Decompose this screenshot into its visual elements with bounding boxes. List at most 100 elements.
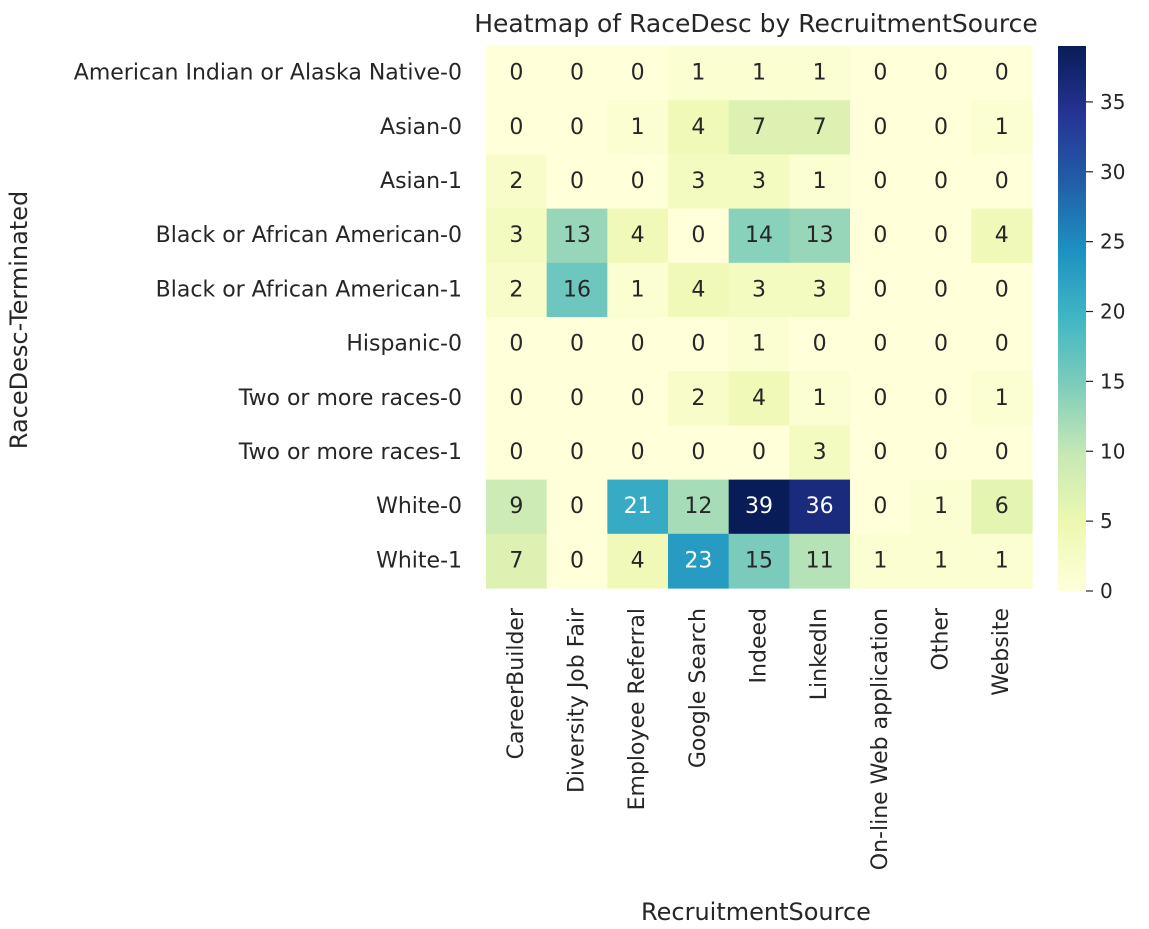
heatmap-cell bbox=[728, 46, 790, 101]
cell-value-label: 0 bbox=[995, 440, 1009, 465]
cell-value-label: 0 bbox=[995, 277, 1009, 302]
heatmap-cell bbox=[668, 425, 730, 481]
cell-value-labels: 0 0 0 1 1 1 0 0 00 0 1 4 7 7 0 0 12 0 0 3 3 1 0 0 03 13 4 0 14 13 0 0 42… bbox=[509, 61, 1008, 574]
cell-value-label: 6 bbox=[995, 494, 1009, 519]
colorbar-gradient bbox=[1058, 46, 1086, 591]
cell-value-label: 1 bbox=[934, 548, 948, 573]
cell-value-label: 2 bbox=[691, 386, 705, 411]
heatmap-cell bbox=[486, 317, 548, 372]
cell-value-label: 23 bbox=[684, 548, 712, 573]
heatmap-cell bbox=[668, 317, 730, 372]
cell-value-label: 3 bbox=[813, 277, 827, 302]
heatmap-cell bbox=[607, 46, 669, 101]
colorbar-tick-label: 25 bbox=[1100, 230, 1125, 254]
cell-value-label: 0 bbox=[873, 494, 887, 519]
heatmap-cell bbox=[910, 208, 972, 264]
cell-value-label: 0 bbox=[691, 332, 705, 357]
colorbar-tick-label: 15 bbox=[1100, 369, 1125, 393]
x-tick-label-linkedin: LinkedIn bbox=[807, 608, 832, 700]
cell-value-label: 0 bbox=[934, 332, 948, 357]
cell-value-label: 3 bbox=[691, 169, 705, 194]
heatmap-cell bbox=[789, 154, 851, 210]
colorbar-tick-label: 20 bbox=[1100, 300, 1125, 324]
cell-value-label: 0 bbox=[995, 169, 1009, 194]
y-tick-label-white-0: White-0 bbox=[376, 494, 462, 519]
heatmap-cell bbox=[850, 371, 912, 426]
colorbar-tick-label: 5 bbox=[1100, 509, 1113, 533]
cell-value-label: 1 bbox=[813, 61, 827, 86]
heatmap-cell bbox=[789, 208, 851, 264]
heatmap-cell bbox=[546, 100, 608, 155]
cell-value-label: 21 bbox=[624, 494, 652, 519]
cell-value-label: 7 bbox=[813, 115, 827, 140]
cell-value-label: 13 bbox=[563, 223, 591, 248]
cell-value-label: 3 bbox=[752, 169, 766, 194]
heatmap-cell bbox=[971, 317, 1033, 372]
cell-value-label: 1 bbox=[934, 494, 948, 519]
heatmap-cell bbox=[486, 425, 548, 481]
chart-title: Heatmap of RaceDesc by RecruitmentSource bbox=[474, 9, 1038, 38]
cell-value-label: 0 bbox=[570, 548, 584, 573]
heatmap-cell bbox=[486, 479, 548, 535]
cell-value-label: 0 bbox=[570, 115, 584, 140]
cell-value-label: 1 bbox=[752, 332, 766, 357]
heatmap-cell bbox=[789, 371, 851, 426]
heatmap-cell bbox=[607, 100, 669, 155]
cell-value-label: 39 bbox=[745, 494, 773, 519]
cell-value-label: 2 bbox=[509, 277, 523, 302]
heatmap-cell bbox=[728, 154, 790, 210]
y-tick-label-two-or-more-races-0: Two or more races-0 bbox=[238, 386, 462, 411]
heatmap-cell bbox=[971, 371, 1033, 426]
heatmap-cell bbox=[668, 371, 730, 426]
heatmap-cell bbox=[486, 100, 548, 155]
heatmap-cell bbox=[910, 371, 972, 426]
cell-value-label: 0 bbox=[873, 223, 887, 248]
heatmap-cell bbox=[546, 371, 608, 426]
cell-value-label: 0 bbox=[631, 169, 645, 194]
heatmap-cell bbox=[971, 46, 1033, 101]
heatmap-cell bbox=[668, 262, 730, 318]
heatmap-cell bbox=[668, 154, 730, 210]
cell-value-label: 0 bbox=[631, 440, 645, 465]
heatmap-cell bbox=[971, 154, 1033, 210]
colorbar bbox=[1058, 46, 1086, 591]
cell-value-label: 0 bbox=[570, 386, 584, 411]
cell-value-label: 0 bbox=[934, 386, 948, 411]
cell-value-label: 0 bbox=[631, 61, 645, 86]
cell-value-label: 3 bbox=[813, 440, 827, 465]
cell-value-label: 0 bbox=[509, 440, 523, 465]
cell-value-label: 1 bbox=[873, 548, 887, 573]
heatmap-cell bbox=[607, 208, 669, 264]
cell-value-label: 0 bbox=[570, 332, 584, 357]
y-tick-label-two-or-more-races-1: Two or more races-1 bbox=[238, 440, 462, 465]
heatmap-cell bbox=[850, 46, 912, 101]
cell-value-label: 4 bbox=[995, 223, 1009, 248]
heatmap-cell bbox=[910, 425, 972, 481]
heatmap-cell bbox=[607, 479, 669, 535]
cell-value-label: 0 bbox=[509, 61, 523, 86]
heatmap-cell bbox=[607, 262, 669, 318]
cell-value-label: 0 bbox=[934, 115, 948, 140]
cell-value-label: 4 bbox=[691, 115, 705, 140]
cell-value-label: 0 bbox=[873, 61, 887, 86]
cell-value-label: 36 bbox=[806, 494, 834, 519]
cell-value-label: 1 bbox=[995, 115, 1009, 140]
heatmap-cell bbox=[728, 371, 790, 426]
cell-value-label: 0 bbox=[631, 332, 645, 357]
y-tick-label-asian-0: Asian-0 bbox=[380, 115, 462, 140]
heatmap-cell bbox=[789, 425, 851, 481]
heatmap-cell bbox=[850, 533, 912, 589]
cell-value-label: 0 bbox=[691, 440, 705, 465]
cell-value-label: 9 bbox=[509, 494, 523, 519]
cell-value-label: 3 bbox=[752, 277, 766, 302]
cell-value-label: 0 bbox=[570, 169, 584, 194]
cell-value-label: 1 bbox=[995, 548, 1009, 573]
cell-value-label: 0 bbox=[934, 440, 948, 465]
heatmap-cell bbox=[850, 100, 912, 155]
cell-value-label: 1 bbox=[691, 61, 705, 86]
cell-value-label: 0 bbox=[509, 332, 523, 357]
heatmap-cell bbox=[850, 262, 912, 318]
heatmap-cell bbox=[607, 425, 669, 481]
heatmap-cell bbox=[486, 208, 548, 264]
